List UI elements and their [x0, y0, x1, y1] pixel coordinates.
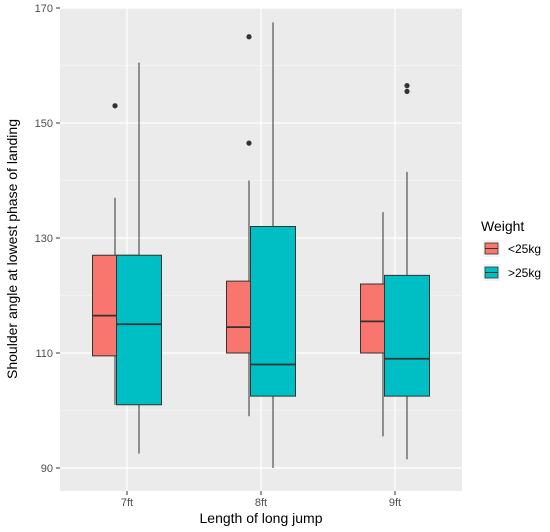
- boxes: [92, 22, 430, 468]
- legend-item: <25kg: [483, 240, 541, 257]
- y-tick-label: 170: [35, 3, 53, 15]
- x-axis-title: Length of long jump: [200, 510, 323, 526]
- axes: 90 110 130 150 170 7ft 8ft 9ft: [35, 3, 401, 509]
- legend-label: <25kg: [508, 242, 541, 256]
- y-axis-title: Shoulder angle at lowest phase of landin…: [4, 119, 20, 379]
- x-tick-label: 7ft: [121, 497, 133, 509]
- legend-label: >25kg: [508, 266, 541, 280]
- box-8ft: [250, 22, 296, 468]
- legend-items: <25kg >25kg: [483, 240, 541, 281]
- legend: Weight <25kg >25kg: [481, 218, 541, 281]
- outlier-point: [246, 140, 252, 146]
- y-tick-label: 90: [41, 463, 53, 475]
- box-iqr: [384, 274, 430, 397]
- box-7ft: [116, 62, 162, 454]
- outlier-point: [246, 34, 252, 40]
- outlier-point: [404, 83, 410, 89]
- x-tick-label: 8ft: [255, 497, 267, 509]
- y-tick-label: 110: [35, 348, 53, 360]
- y-tick-label: 150: [35, 118, 53, 130]
- box-iqr: [116, 254, 162, 406]
- box-9ft: [384, 83, 430, 460]
- y-tick-label: 130: [35, 233, 53, 245]
- legend-item: >25kg: [483, 264, 541, 281]
- x-tick-label: 9ft: [389, 497, 401, 509]
- outlier-point: [404, 88, 410, 94]
- legend-title: Weight: [481, 218, 524, 234]
- box-iqr: [250, 226, 296, 397]
- outlier-point: [112, 103, 118, 109]
